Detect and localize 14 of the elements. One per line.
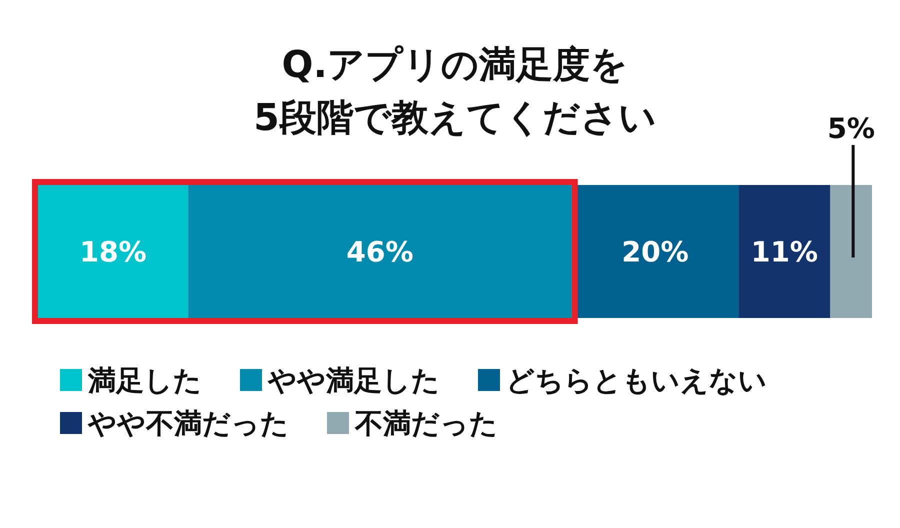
legend-label: やや不満だった	[87, 407, 289, 440]
data-label: 5%	[827, 112, 875, 145]
data-label: 11%	[750, 236, 818, 268]
data-label: 46%	[346, 236, 414, 268]
bar	[38, 185, 188, 318]
legend-label: 満足した	[87, 364, 202, 397]
data-label: 18%	[80, 236, 147, 268]
bar	[830, 185, 872, 318]
data-label: 20%	[622, 236, 689, 268]
legend-label: やや満足した	[267, 364, 440, 397]
legend-label: どちらともいえない	[506, 364, 767, 397]
legend-label: 不満だった	[354, 407, 498, 440]
chart-title: Q.アプリの満足度を 5段階で教えてください	[254, 43, 656, 139]
bar	[738, 185, 830, 318]
